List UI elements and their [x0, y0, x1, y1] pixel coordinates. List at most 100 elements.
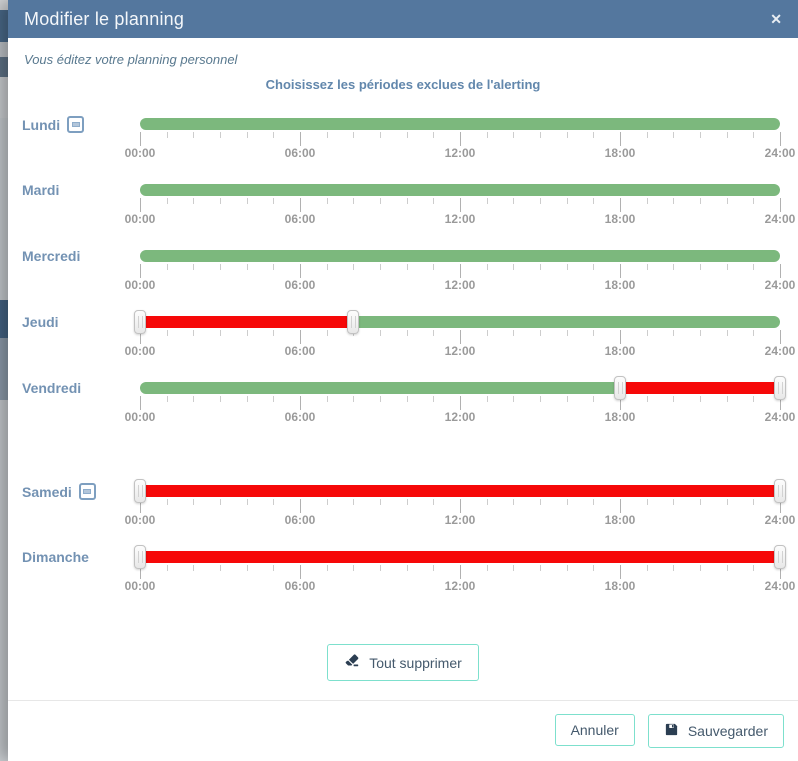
major-tick: [460, 499, 461, 513]
slider-ticks: [140, 198, 781, 212]
slider-handle[interactable]: [347, 310, 360, 334]
minor-tick: [326, 396, 328, 402]
minor-tick: [646, 499, 648, 505]
minor-tick: [406, 499, 408, 505]
tick-label: 06:00: [284, 146, 316, 160]
slider-track: [140, 316, 780, 328]
slider-segment-active: [140, 184, 780, 196]
slider-bar: [140, 184, 780, 196]
tick-label: 00:00: [124, 278, 156, 292]
close-icon[interactable]: ✕: [770, 11, 782, 27]
minor-tick: [246, 330, 248, 336]
major-tick: [460, 264, 461, 278]
minor-tick: [566, 396, 568, 402]
slider-handle[interactable]: [134, 310, 146, 334]
minor-tick: [326, 264, 328, 270]
major-tick: [780, 396, 781, 410]
minor-tick: [646, 396, 648, 402]
time-range-slider[interactable]: 00:00 06:00 12:00 18:00 24:00: [125, 477, 796, 527]
minor-tick: [406, 565, 408, 571]
minor-tick: [486, 330, 488, 336]
slider-track: [140, 250, 780, 262]
cancel-button[interactable]: Annuler: [554, 714, 635, 746]
day-row: Jeudi 00:00 06:00 12:00 18:00 24:00: [8, 308, 798, 374]
minor-tick: [753, 132, 755, 138]
tick-label: 24:00: [764, 579, 796, 593]
slider-segment-active: [353, 316, 780, 328]
tick-label: 06:00: [284, 212, 316, 226]
time-range-slider[interactable]: 00:00 06:00 12:00 18:00 24:00: [125, 374, 795, 424]
minor-tick: [753, 396, 755, 402]
slider-ticks: [140, 132, 781, 146]
minor-tick: [726, 330, 728, 336]
minor-tick: [726, 499, 728, 505]
day-label-wrap: Jeudi: [22, 314, 59, 330]
time-range-slider[interactable]: 00:00 06:00 12:00 18:00 24:00: [125, 543, 795, 593]
slider-ticks: [140, 330, 781, 344]
slider-bar: [140, 376, 786, 400]
minor-tick: [673, 198, 675, 204]
time-range-slider[interactable]: 00:00 06:00 12:00 18:00 24:00: [125, 308, 795, 358]
tick-label: 24:00: [764, 513, 796, 527]
minor-tick: [166, 499, 168, 505]
minor-tick: [353, 132, 355, 138]
slider-tick-labels: 00:00 06:00 12:00 18:00 24:00: [125, 278, 796, 292]
tick-label: 00:00: [124, 146, 156, 160]
tick-label: 24:00: [764, 410, 796, 424]
tick-label: 12:00: [444, 579, 476, 593]
slider-handle[interactable]: [774, 545, 786, 569]
remove-period-button[interactable]: [67, 116, 85, 133]
time-range-slider[interactable]: 00:00 06:00 12:00 18:00 24:00: [125, 110, 795, 160]
major-tick: [780, 499, 781, 513]
background-band: [0, 300, 8, 338]
minor-tick: [486, 396, 488, 402]
minor-tick: [540, 565, 541, 571]
clear-all-button[interactable]: Tout supprimer: [327, 644, 479, 681]
background-page-sliver: [0, 0, 8, 761]
major-tick: [140, 499, 141, 513]
major-tick: [140, 396, 141, 410]
minor-tick: [566, 565, 568, 571]
tick-label: 12:00: [444, 212, 476, 226]
minor-tick: [753, 264, 755, 270]
minor-tick: [540, 198, 541, 204]
minor-tick: [406, 132, 408, 138]
remove-period-button[interactable]: [78, 483, 96, 500]
day-label-wrap: Lundi: [22, 116, 85, 133]
background-band: [0, 0, 8, 10]
day-label-wrap: Mercredi: [22, 248, 80, 264]
major-tick: [140, 198, 141, 212]
time-range-slider[interactable]: 00:00 06:00 12:00 18:00 24:00: [125, 242, 796, 292]
major-tick: [140, 264, 141, 278]
slider-bar: [140, 118, 780, 130]
minor-tick: [673, 264, 675, 270]
minor-tick: [513, 264, 515, 270]
tick-label: 18:00: [604, 513, 636, 527]
minor-tick: [353, 264, 355, 270]
slider-handle[interactable]: [134, 545, 146, 569]
minor-tick: [700, 330, 701, 336]
minor-tick: [700, 198, 701, 204]
minor-tick: [406, 198, 408, 204]
slider-handle[interactable]: [134, 479, 146, 503]
slider-handle[interactable]: [774, 479, 786, 503]
save-button[interactable]: Sauvegarder: [647, 714, 784, 748]
slider-tick-labels: 00:00 06:00 12:00 18:00 24:00: [125, 513, 796, 527]
tick-label: 00:00: [124, 579, 156, 593]
minor-tick: [166, 565, 168, 571]
minor-tick: [593, 198, 595, 204]
minor-tick: [220, 198, 221, 204]
slider-handle[interactable]: [614, 376, 626, 400]
tick-label: 18:00: [604, 146, 636, 160]
slider-ticks: [140, 565, 781, 579]
day-label-wrap: Mardi: [22, 182, 59, 198]
slider-handle[interactable]: [774, 376, 786, 400]
tick-label: 18:00: [604, 344, 636, 358]
minor-tick: [646, 198, 648, 204]
minor-tick: [753, 499, 755, 505]
slider-tick-labels: 00:00 06:00 12:00 18:00 24:00: [125, 212, 796, 226]
time-range-slider[interactable]: 00:00 06:00 12:00 18:00 24:00: [125, 176, 796, 226]
day-row: Mercredi 00:00 06:00 12:00 18:00 24:00: [8, 242, 798, 308]
minor-tick: [246, 132, 248, 138]
save-label: Sauvegarder: [687, 723, 768, 739]
